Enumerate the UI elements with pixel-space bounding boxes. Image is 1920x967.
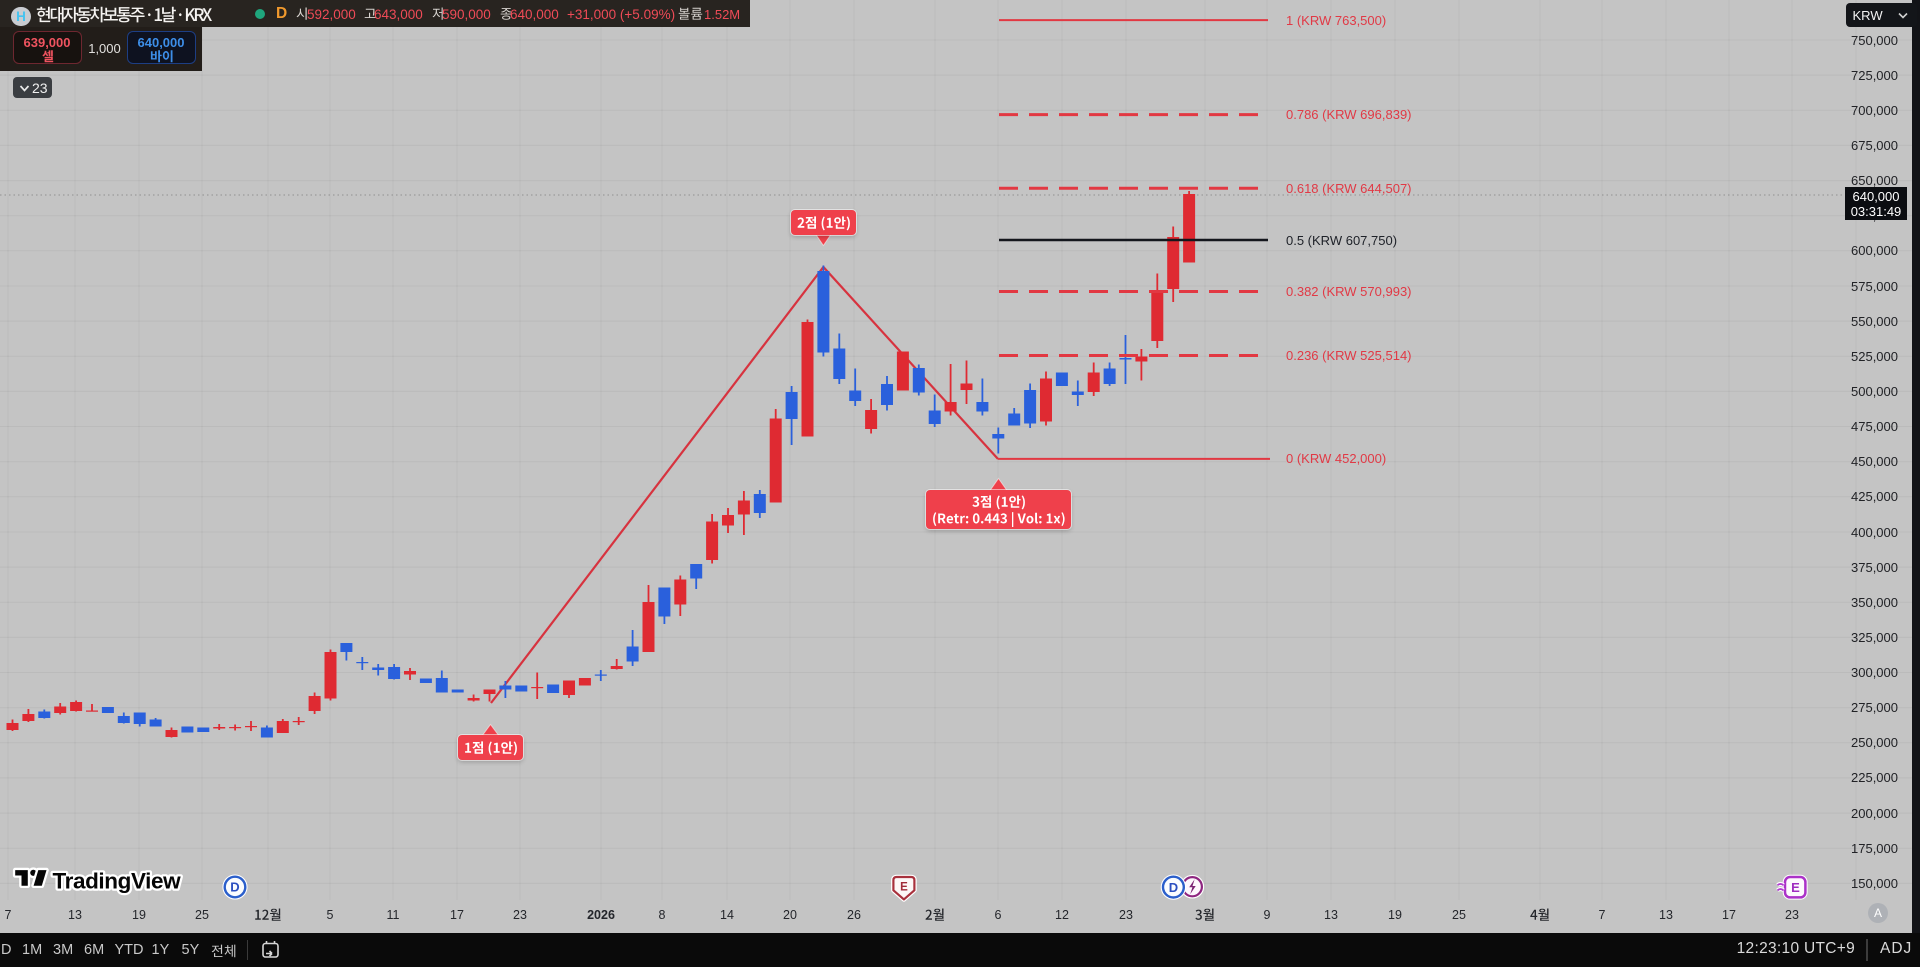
svg-text:E: E: [1791, 880, 1800, 895]
svg-text:D: D: [1169, 880, 1178, 895]
svg-text:D: D: [230, 880, 239, 895]
svg-text:E: E: [900, 882, 908, 894]
svg-text:TradingView: TradingView: [53, 868, 182, 893]
